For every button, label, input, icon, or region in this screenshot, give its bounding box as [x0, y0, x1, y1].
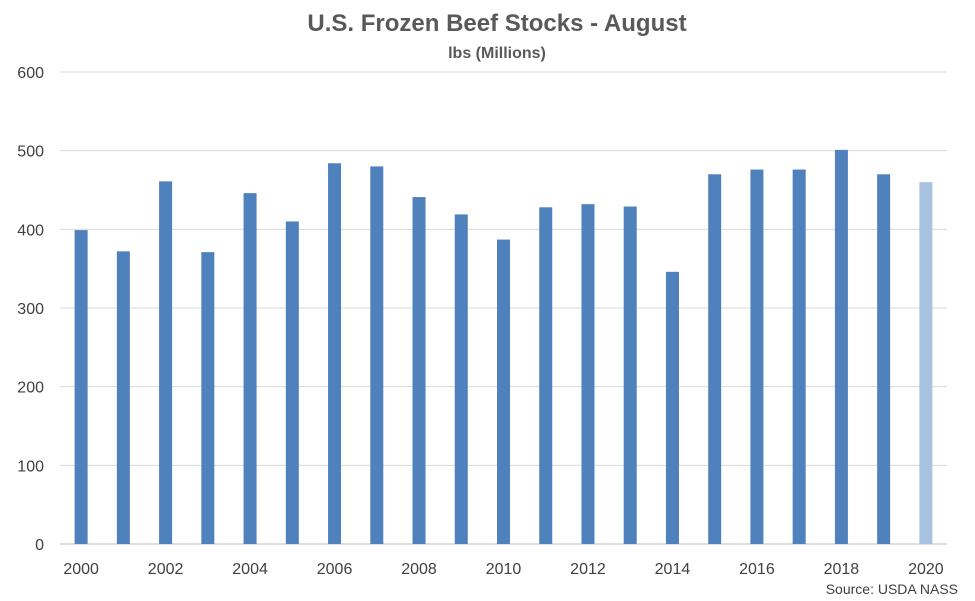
bars: [74, 149, 933, 545]
bar-2013: [623, 206, 637, 544]
x-tick-label: 2012: [570, 561, 606, 578]
bar-2016: [750, 169, 764, 544]
y-tick-label: 300: [17, 301, 44, 318]
bar-2014: [665, 271, 679, 544]
bar-2010: [497, 239, 510, 544]
bar-2008: [412, 197, 426, 544]
x-tick-label: 2010: [486, 561, 522, 578]
bar-2000: [74, 230, 88, 544]
x-tick-label: 2000: [63, 561, 99, 578]
bar-2003: [201, 252, 215, 544]
y-tick-label: 100: [17, 458, 44, 475]
bar-2004: [243, 193, 257, 544]
bar-2020: [919, 182, 933, 544]
x-tick-label: 2008: [401, 561, 437, 578]
bar-2002: [159, 181, 173, 544]
x-tick-label: 2006: [317, 561, 353, 578]
x-tick-label: 2004: [232, 561, 268, 578]
bar-2012: [581, 204, 595, 544]
y-tick-label: 0: [35, 537, 44, 554]
bar-2005: [285, 221, 299, 544]
bar-2015: [708, 174, 722, 544]
bar-2017: [792, 169, 806, 544]
y-axis-ticks: 0 100 200 300 400 500 600: [17, 65, 44, 554]
x-tick-label: 2014: [655, 561, 691, 578]
bar-2009: [454, 214, 468, 545]
bar-2006: [328, 163, 342, 544]
bar-2019: [877, 174, 891, 544]
bar-2001: [116, 251, 130, 545]
y-tick-label: 200: [17, 380, 44, 397]
x-tick-label: 2020: [908, 561, 944, 578]
x-tick-label: 2018: [824, 561, 860, 578]
chart-subtitle: lbs (Millions): [448, 45, 546, 62]
x-tick-label: 2002: [148, 561, 184, 578]
x-tick-label: 2016: [739, 561, 775, 578]
bar-2007: [370, 166, 384, 544]
chart-title: U.S. Frozen Beef Stocks - August: [307, 10, 686, 37]
bar-2018: [834, 149, 848, 544]
y-tick-label: 400: [17, 222, 44, 239]
bar-2011: [539, 207, 553, 544]
y-tick-label: 500: [17, 144, 44, 161]
x-axis-ticks: 2000 2002 2004 2006 2008 2010 2012 2014 2016 2018…: [63, 561, 943, 578]
source-label: Source: USDA NASS: [826, 581, 958, 597]
y-tick-label: 600: [17, 65, 44, 82]
